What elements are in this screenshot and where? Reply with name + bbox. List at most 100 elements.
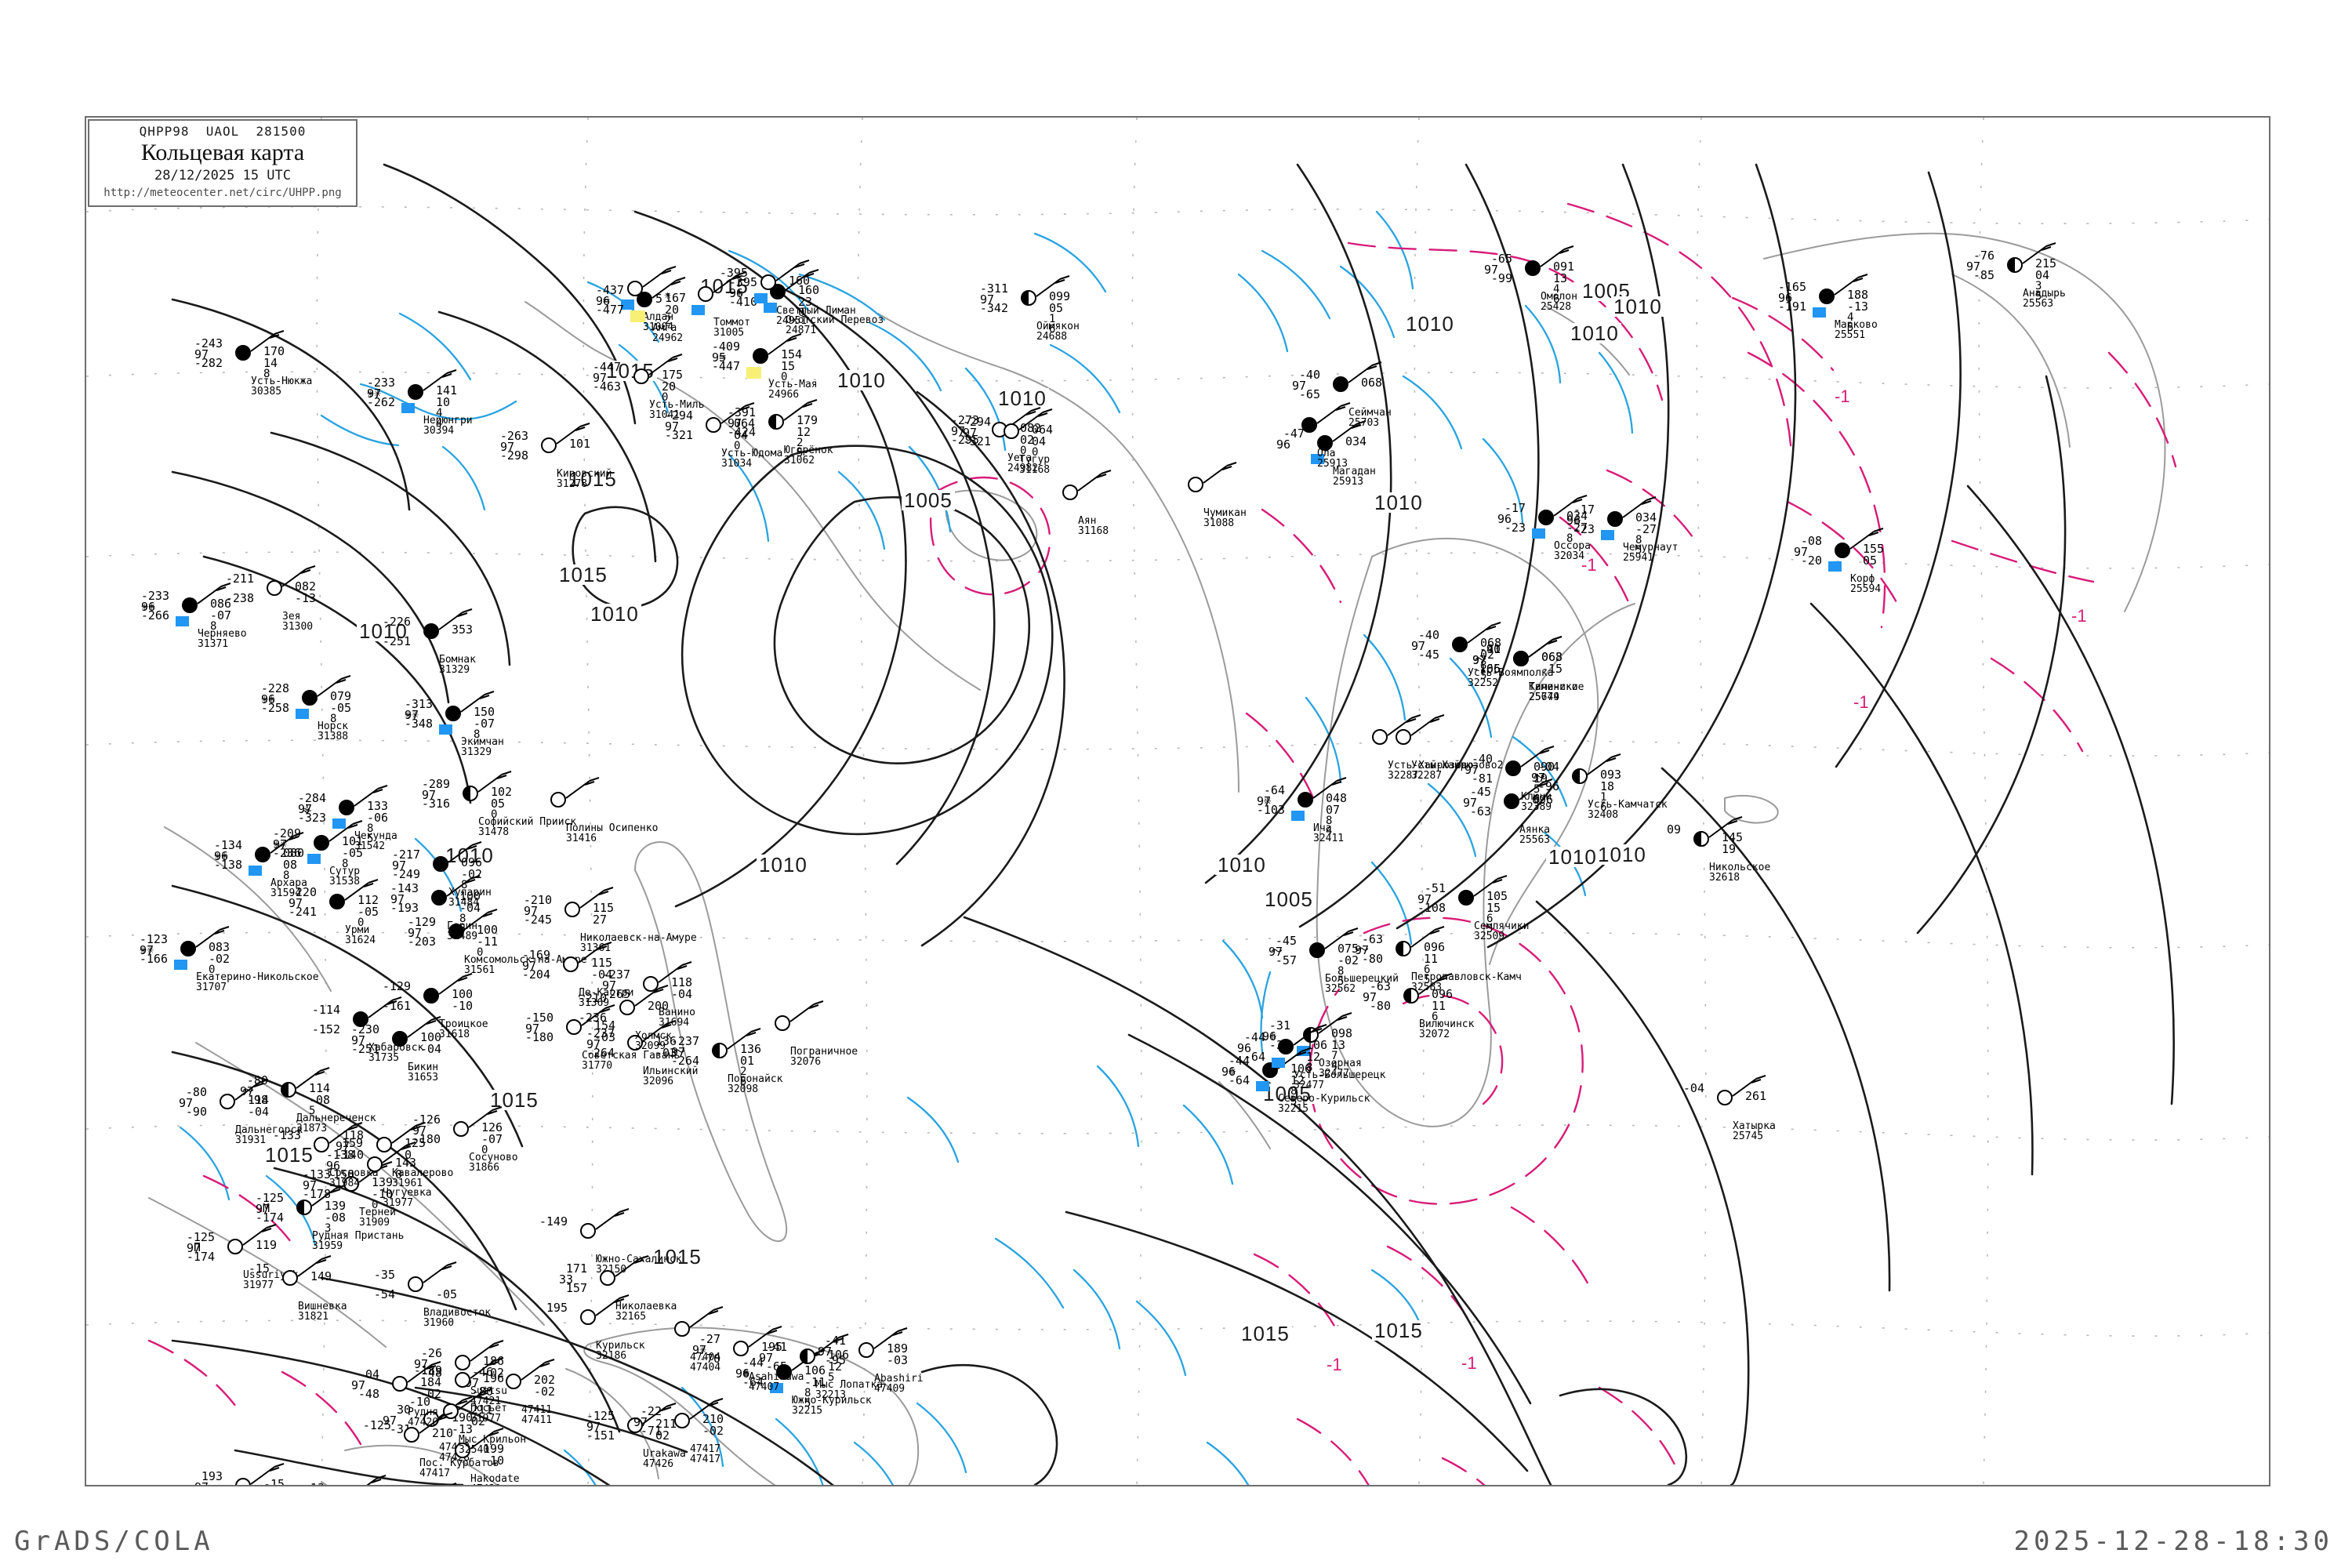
wind-barb-icon bbox=[1203, 462, 1237, 484]
wind-barb-icon bbox=[446, 875, 481, 897]
station-pressure: 090 bbox=[1534, 760, 1555, 774]
station-pressure: 068 bbox=[1541, 650, 1563, 664]
station-id: 31478 bbox=[478, 826, 510, 838]
station-temperature: -395 bbox=[719, 266, 748, 280]
station-humidity: 97 bbox=[335, 1139, 350, 1153]
wind-barb-icon bbox=[438, 973, 473, 995]
station-weather-symbol: 〜 bbox=[673, 1044, 685, 1058]
wind-barb-icon bbox=[1410, 926, 1445, 948]
station-humidity: 97 bbox=[727, 416, 742, 430]
station-id: 25563 bbox=[2023, 298, 2054, 310]
station-tendency: -11 bbox=[804, 1375, 826, 1389]
station-tendency: 05 bbox=[1049, 301, 1064, 315]
station-humidity: 97 bbox=[1530, 771, 1545, 785]
station-dewpoint: -174 bbox=[186, 1250, 215, 1264]
precipitation-marker bbox=[764, 303, 777, 313]
weather-map-canvas[interactable]: QHPP98 UAOL 281500 Кольцевая карта 28/12… bbox=[85, 116, 2270, 1486]
station-tendency: -11 bbox=[477, 935, 499, 949]
wind-barb-icon bbox=[382, 1142, 416, 1163]
station-humidity: 97 bbox=[962, 426, 977, 440]
station-weather-symbol: = bbox=[718, 350, 726, 364]
station-humidity: 97 bbox=[1256, 794, 1271, 808]
station-name: Рудная Пристань bbox=[312, 1230, 405, 1242]
cloud-cover-icon bbox=[706, 417, 721, 433]
station-pressure: 068 bbox=[1361, 376, 1383, 390]
wind-barb-icon bbox=[1587, 753, 1621, 775]
station-low-cloud: 8 bbox=[342, 858, 349, 870]
station-pressure: 119 bbox=[256, 1238, 278, 1252]
station-dewpoint: -321 bbox=[664, 428, 693, 442]
station-pressure: -15 bbox=[263, 1477, 285, 1486]
station-id: 31369 bbox=[579, 997, 610, 1009]
cloud-cover-icon bbox=[712, 1043, 728, 1058]
wind-barb-icon bbox=[366, 1475, 387, 1485]
station-name: Владивосток bbox=[423, 1307, 492, 1319]
wind-barb-icon bbox=[477, 771, 512, 793]
station-low-cloud: 0 bbox=[372, 1199, 379, 1211]
station-weather-symbol: 〜 bbox=[1474, 652, 1486, 666]
station-pressure: 143 bbox=[395, 1156, 417, 1170]
wind-barb-icon bbox=[873, 1327, 908, 1349]
wind-barb-icon bbox=[1316, 402, 1351, 424]
station-tendency: -10 bbox=[452, 999, 474, 1013]
station-dewpoint: -245 bbox=[523, 913, 552, 927]
wind-barb-icon bbox=[565, 777, 600, 799]
station-humidity: 96 bbox=[595, 294, 610, 308]
station-humidity: 97 bbox=[350, 1033, 365, 1047]
station-id: 31977 bbox=[383, 1197, 414, 1209]
wind-barb-icon bbox=[727, 1028, 761, 1050]
station-dewpoint: -203 bbox=[407, 935, 436, 949]
station-temperature: -15 bbox=[248, 1261, 270, 1276]
station-id: 31041 bbox=[649, 409, 681, 421]
cloud-cover-icon bbox=[600, 1270, 615, 1286]
isobar-label: 1005 bbox=[902, 490, 955, 510]
precipitation-marker bbox=[754, 293, 768, 303]
precipitation-marker bbox=[1311, 454, 1324, 464]
station-tendency: 19 bbox=[1722, 842, 1737, 856]
isobar-label: 1005 bbox=[1262, 889, 1316, 909]
station-id: 32213 bbox=[815, 1389, 847, 1401]
station-dewpoint: -316 bbox=[421, 797, 450, 811]
station-temperature: -126 bbox=[412, 1112, 441, 1127]
station-weather-symbol: ✳ bbox=[1784, 290, 1792, 304]
station-tendency: 12 bbox=[1306, 1050, 1321, 1064]
station-dewpoint: -80 bbox=[1361, 952, 1383, 966]
station-name: Усть-Камчатск bbox=[1588, 799, 1668, 811]
station-dewpoint: -150 bbox=[325, 1167, 354, 1181]
station-name: Советская Гавань bbox=[582, 1050, 681, 1062]
wind-barb-icon bbox=[1318, 1012, 1352, 1034]
station-temperature: 195 bbox=[546, 1301, 568, 1315]
station-id: 32389 bbox=[1521, 801, 1552, 813]
station-id: 32562 bbox=[1325, 983, 1356, 995]
station-humidity: 97 bbox=[302, 1178, 317, 1192]
station-name: Хатырка bbox=[1733, 1120, 1776, 1132]
station-name: Аянка bbox=[1519, 824, 1551, 836]
station-low-cloud: 8 bbox=[1338, 965, 1345, 978]
station-id: 32099 bbox=[635, 1040, 666, 1052]
wind-barb-icon bbox=[1834, 274, 1868, 296]
station-tendency: 20 bbox=[665, 303, 680, 317]
cloud-cover-icon bbox=[448, 924, 464, 939]
station-low-cloud: 5 bbox=[828, 1371, 835, 1384]
fog-marker bbox=[746, 367, 761, 379]
station-dewpoint: -424 bbox=[727, 425, 756, 439]
cloud-cover-icon bbox=[423, 623, 439, 639]
station-pressure: 167 bbox=[665, 291, 687, 305]
precipitation-marker bbox=[1256, 1081, 1269, 1091]
wind-barb-icon bbox=[448, 1483, 457, 1485]
station-name: Полины Осипенко bbox=[566, 822, 659, 834]
station-dewpoint: -108 bbox=[1417, 901, 1446, 915]
station-dewpoint: -251 bbox=[382, 634, 411, 648]
station-name: Екатерино-Никольское bbox=[196, 971, 319, 983]
cloud-cover-icon bbox=[235, 345, 251, 361]
wind-barb-icon bbox=[270, 832, 304, 854]
station-humidity: 96 bbox=[140, 600, 155, 614]
station-pressure: 068 bbox=[1480, 636, 1502, 650]
station-name: Усть-Большерецк bbox=[1294, 1069, 1386, 1081]
station-name: Югорёнок bbox=[784, 445, 833, 456]
precipitation-marker bbox=[1813, 307, 1826, 318]
station-name: Сосновка bbox=[329, 1167, 379, 1179]
station-temperature: -243 bbox=[194, 336, 223, 350]
station-name: Терней bbox=[359, 1207, 396, 1218]
station-tendency: -02 bbox=[1338, 953, 1359, 967]
